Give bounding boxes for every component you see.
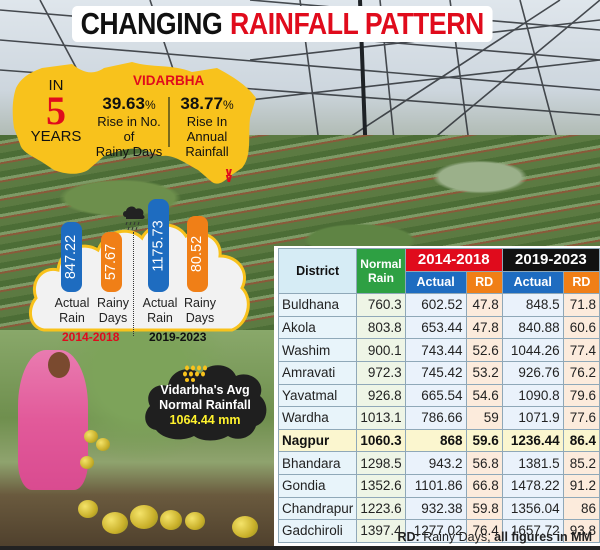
hanging-fruit [84,430,98,443]
header-normal-rain: Normal Rain [356,247,406,295]
header-actual-2014-2018: Actual [404,270,467,295]
table-row: Washim 900.1 743.44 52.6 1044.26 77.4 [277,338,600,362]
years-number: 5 [46,88,66,133]
page-title: CHANGING RAINFALL PATTERN [72,6,493,42]
table-row: Gadchiroli 1397.4 1277.02 76.4 1657.72 93.8 [277,519,600,543]
avg-callout-line2: Normal Rainfall [159,398,251,412]
rain-drops-icon [183,365,207,382]
table-row: Amravati 972.3 745.42 53.2 926.76 76.2 [277,360,600,385]
period-divider [133,232,134,336]
fallen-fruit [185,512,205,530]
years-label: YEARS [30,128,82,145]
vidarbha-map-shape [12,62,256,184]
table-row-highlighted: Nagpur 1060.3 868 59.6 1236.44 86.4 [277,428,600,453]
district-rainfall-table: District Normal Rain 2014-2018 2019-2023 … [274,246,600,550]
stat-desc: Rainfall [185,144,229,159]
avg-callout-line1: Vidarbha's Avg [160,383,250,397]
chevron-down-icon: ∨ ∨ [224,165,234,185]
title-part1: CHANGING [80,6,223,41]
woman-head [48,352,70,378]
label-actual-rain: Actual Rain [142,296,178,325]
header-rd-2019-2023: RD [562,270,600,295]
stat-rainy-days-value: 39.63% [102,94,156,113]
fallen-fruit [102,512,128,534]
avg-rainfall-callout: Vidarbha's Avg Normal Rainfall 1064.44 m… [142,383,268,428]
fallen-fruit [78,500,98,518]
table-row: Bhandara 1298.5 943.2 56.8 1381.5 85.2 [277,451,600,475]
bar-actual-rain-2014-2018: 847.22 [61,222,82,292]
dark-cloud-shape [145,365,267,441]
fallen-fruit [232,516,258,538]
header-period-2019-2023: 2019-2023 [501,248,600,272]
table-row: Buldhana 760.3 602.52 47.8 848.5 71.8 [277,293,600,317]
bar-rainy-days-2019-2023: 80.52 [187,216,208,292]
stat-desc: Annual [186,129,228,144]
title-part2: RAINFALL PATTERN [230,6,484,41]
hanging-fruit [96,438,110,451]
rain-cloud-icon [123,206,145,231]
in-label: IN [48,77,64,94]
hanging-fruit [80,456,94,469]
avg-callout-value: 1064.44 mm [169,413,241,427]
table-row: Gondia 1352.6 1101.86 66.8 1478.22 91.2 [277,473,600,498]
stat-desc: Rainy Days [95,144,163,159]
bar-rainy-days-2014-2018: 57.67 [101,232,122,292]
table-row: Yavatmal 926.8 665.54 54.6 1090.8 79.6 [277,383,600,408]
header-rd-2014-2018: RD [465,270,503,295]
table-row: Akola 803.8 653.44 47.8 840.88 60.6 [277,315,600,340]
header-period-2014-2018: 2014-2018 [404,248,503,272]
label-rainy-days: Rainy Days [184,296,216,325]
in-5-years-label: IN 5 YEARS [30,77,82,145]
stat-desc: Rise In [186,114,228,129]
label-actual-rain: Actual Rain [54,296,90,325]
period-label-2014-2018: 2014-2018 [62,330,120,344]
stat-rainy-days: 39.63% Rise in No. of Rainy Days [92,94,166,159]
label-rainy-days: Rainy Days [97,296,129,325]
stat-annual-rainfall-value: 38.77% [180,94,234,113]
bottom-border [0,546,600,550]
period-label-2019-2023: 2019-2023 [149,330,207,344]
fallen-fruit [160,510,182,530]
stat-divider [168,97,170,147]
bar-actual-rain-2019-2023: 1175.73 [148,199,169,292]
fallen-fruit [130,505,158,529]
table-footnote: RD: Rainy Days, all figures in MM [397,530,593,544]
header-actual-2019-2023: Actual [501,270,564,295]
stat-annual-rainfall: 38.77% Rise In Annual Rainfall [172,94,242,159]
table-row: Wardha 1013.1 786.66 59 1071.9 77.6 [277,406,600,430]
stat-desc: Rise in No. of [97,114,161,144]
header-district: District [277,247,358,295]
table-row: Chandrapur 1223.6 932.38 59.8 1356.04 86 [277,496,600,521]
region-label: VIDARBHA [133,73,205,88]
